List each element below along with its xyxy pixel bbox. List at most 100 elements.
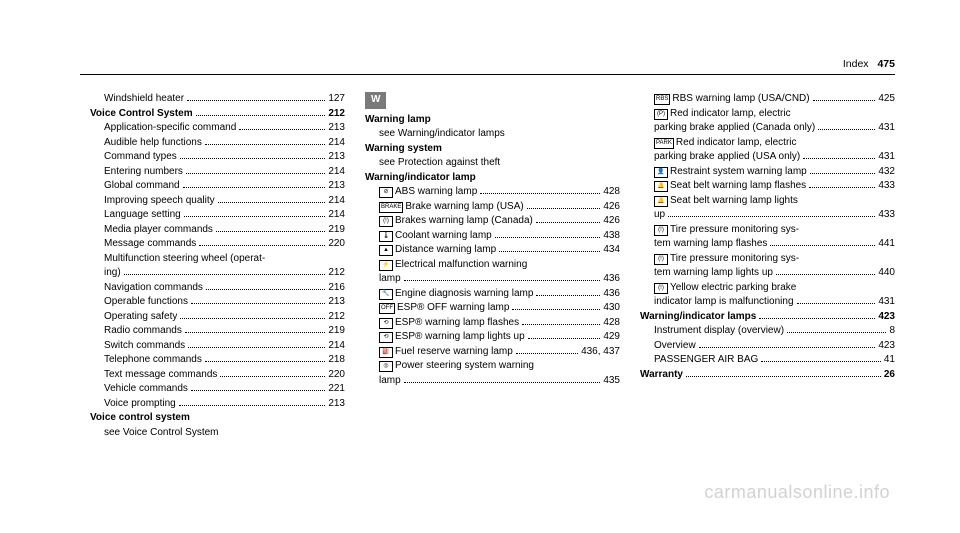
page-ref: 8 <box>889 324 895 339</box>
index-entry: Multifunction steering wheel (operat- <box>90 252 345 267</box>
header-label: Index <box>843 58 869 70</box>
page-ref: 220 <box>328 368 345 383</box>
index-entry: Media player commands219 <box>90 223 345 238</box>
index-entry: Entering numbers214 <box>90 165 345 180</box>
index-column-2: W Warning lampsee Warning/indicator lamps… <box>365 92 620 440</box>
page-ref: 438 <box>603 229 620 244</box>
index-entry: Voice prompting213 <box>90 397 345 412</box>
warning-icon: (P) <box>654 109 668 120</box>
index-entry: see Protection against theft <box>365 156 620 171</box>
index-entry: Windshield heater127 <box>90 92 345 107</box>
index-entry: Voice control system <box>90 411 345 426</box>
letter-divider: W <box>365 92 386 109</box>
page-ref: 423 <box>878 339 895 354</box>
warning-icon: 🔧 <box>379 289 393 300</box>
page-ref: 218 <box>328 353 345 368</box>
page-ref: 429 <box>603 330 620 345</box>
page-ref: 221 <box>328 382 345 397</box>
page-ref: 214 <box>328 165 345 180</box>
index-entry: OFFESP® OFF warning lamp430 <box>365 301 620 316</box>
page-ref: 220 <box>328 237 345 252</box>
index-page: Index 475 Windshield heater127Voice Cont… <box>0 0 960 533</box>
index-entry: Warning system <box>365 142 620 157</box>
page-ref: 423 <box>878 310 895 325</box>
index-entry: Message commands220 <box>90 237 345 252</box>
index-entry: (!)Tire pressure monitoring sys- <box>640 252 895 267</box>
warning-icon: 🔔 <box>654 196 668 207</box>
warning-icon: ⟲ <box>379 332 393 343</box>
page-ref: 434 <box>603 243 620 258</box>
index-entry: Language setting214 <box>90 208 345 223</box>
page-ref: 428 <box>603 185 620 200</box>
page-ref: 219 <box>328 324 345 339</box>
index-entry: Voice Control System212 <box>90 107 345 122</box>
index-entry: see Warning/indicator lamps <box>365 127 620 142</box>
page-ref: 426 <box>603 200 620 215</box>
index-entry: ◎Power steering system warning <box>365 359 620 374</box>
index-entry: Instrument display (overview)8 <box>640 324 895 339</box>
page-ref: 214 <box>328 136 345 151</box>
index-entry: 🌡Coolant warning lamp438 <box>365 229 620 244</box>
index-entry: Command types213 <box>90 150 345 165</box>
warning-icon: ⟲ <box>379 318 393 329</box>
page-ref: 214 <box>328 208 345 223</box>
index-entry: ⚡Electrical malfunction warning <box>365 258 620 273</box>
index-entry: 🔔Seat belt warning lamp lights <box>640 194 895 209</box>
index-entry: tem warning lamp lights up440 <box>640 266 895 281</box>
warning-icon: ◎ <box>379 361 393 372</box>
index-entry: parking brake applied (USA only)431 <box>640 150 895 165</box>
warning-icon: PARK <box>654 138 674 149</box>
page-ref: 431 <box>878 150 895 165</box>
index-entry: Improving speech quality214 <box>90 194 345 209</box>
warning-icon: ⛽ <box>379 347 393 358</box>
page-ref: 431 <box>878 121 895 136</box>
warning-icon: 🌡 <box>379 231 393 242</box>
warning-icon: ▲ <box>379 245 393 256</box>
page-ref: 41 <box>884 353 895 368</box>
index-entry: parking brake applied (Canada only)431 <box>640 121 895 136</box>
page-ref: 213 <box>328 295 345 310</box>
index-entry: 👤Restraint system warning lamp432 <box>640 165 895 180</box>
index-entry: up433 <box>640 208 895 223</box>
warning-icon: OFF <box>379 303 395 314</box>
index-entry: see Voice Control System <box>90 426 345 441</box>
page-ref: 436 <box>603 287 620 302</box>
page-ref: 26 <box>884 368 895 383</box>
index-entry: Warning lamp <box>365 113 620 128</box>
page-ref: 213 <box>328 121 345 136</box>
index-entry: ⟲ESP® warning lamp flashes428 <box>365 316 620 331</box>
warning-icon: (!) <box>654 283 668 294</box>
index-entry: lamp436 <box>365 272 620 287</box>
index-entry: Audible help functions214 <box>90 136 345 151</box>
index-entry: ⟲ESP® warning lamp lights up429 <box>365 330 620 345</box>
index-column-3: RBSRBS warning lamp (USA/CND)425(P)Red i… <box>640 92 895 440</box>
page-ref: 432 <box>878 165 895 180</box>
index-entry: ⛽Fuel reserve warning lamp436, 437 <box>365 345 620 360</box>
page-ref: 212 <box>328 266 345 281</box>
index-entry: Operable functions213 <box>90 295 345 310</box>
page-ref: 433 <box>878 208 895 223</box>
page-ref: 213 <box>328 397 345 412</box>
page-ref: 212 <box>328 310 345 325</box>
warning-icon: (!) <box>379 216 393 227</box>
watermark-text: carmanualsonline.info <box>704 482 890 503</box>
index-entry: Telephone commands218 <box>90 353 345 368</box>
index-columns: Windshield heater127Voice Control System… <box>90 92 895 440</box>
page-ref: 426 <box>603 214 620 229</box>
index-entry: indicator lamp is malfunctioning431 <box>640 295 895 310</box>
page-ref: 430 <box>603 301 620 316</box>
index-entry: Global command213 <box>90 179 345 194</box>
index-entry: (!)Tire pressure monitoring sys- <box>640 223 895 238</box>
index-entry: Overview423 <box>640 339 895 354</box>
page-ref: 431 <box>878 295 895 310</box>
page-ref: 441 <box>878 237 895 252</box>
index-entry: Application-specific command213 <box>90 121 345 136</box>
page-ref: 127 <box>328 92 345 107</box>
index-entry: PARKRed indicator lamp, electric <box>640 136 895 151</box>
warning-icon: ⚡ <box>379 260 393 271</box>
index-entry: ⊘ABS warning lamp428 <box>365 185 620 200</box>
index-entry: BRAKEBrake warning lamp (USA)426 <box>365 200 620 215</box>
page-ref: 214 <box>328 339 345 354</box>
index-entry: Text message commands220 <box>90 368 345 383</box>
warning-icon: BRAKE <box>379 202 403 213</box>
